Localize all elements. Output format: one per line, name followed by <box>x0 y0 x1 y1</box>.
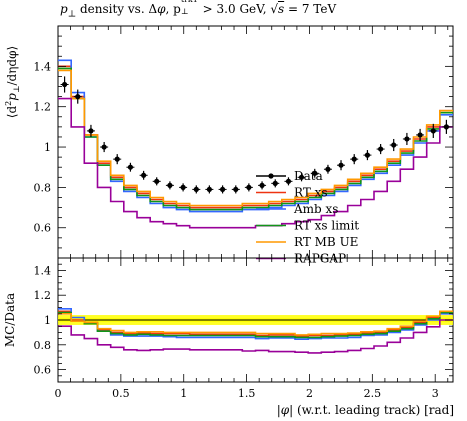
ylabel-post: /dηdφ⟩ <box>5 46 19 86</box>
data-point <box>101 144 107 150</box>
ylabel-sup: 2 <box>4 101 13 106</box>
title-text: density vs. Δ <box>76 2 158 16</box>
x-tick-label: 2 <box>306 387 313 400</box>
title-perp-sub: ⊥ <box>180 7 189 16</box>
legend-label: RT xs limit <box>294 219 359 233</box>
y-tick-label: 1 <box>44 314 51 327</box>
title-phi: φ <box>157 2 166 16</box>
data-point <box>114 156 120 162</box>
ratio-y-axis: 0.6 0.8 1 1.2 1.4 <box>34 257 453 383</box>
figure-title: p⊥ density vs. Δφ, ptrk1⊥ > 3.0 GeV, √s … <box>60 0 460 24</box>
data-point <box>233 186 239 193</box>
ratio-x-axis: 0 0.5 1 1.5 2 2.5 3 <box>55 258 449 400</box>
y-tick-label: 1.4 <box>34 60 52 73</box>
ratio-line-rapgap <box>58 319 453 354</box>
main-ylabel: ⟨d2p⊥/dηdφ⟩ <box>4 46 21 118</box>
data-point <box>364 152 371 158</box>
title-cut: > 3.0 GeV, <box>198 2 271 16</box>
legend-data-marker <box>268 173 274 179</box>
data-point <box>193 186 199 193</box>
data-point <box>259 182 265 188</box>
main-y-axis: 0.6 0.8 1 1.2 1.4 <box>34 25 453 259</box>
title-trk1-sup: trk1 <box>181 0 198 4</box>
main-line-rt-xs <box>58 65 453 209</box>
data-point <box>127 164 134 170</box>
x-tick-label: 0 <box>55 387 62 400</box>
ratio-line-rt-xs <box>58 310 453 337</box>
ratio-panel: 0.6 0.8 1 1.2 1.4 0 0.5 1 1.5 2 2.5 3 MC/Data |φ| … <box>3 257 454 417</box>
data-point <box>391 142 397 148</box>
title-p: p <box>60 2 68 16</box>
y-tick-label: 0.8 <box>34 339 52 352</box>
data-point <box>180 184 186 190</box>
xlabel-phi: φ <box>281 403 290 417</box>
ratio-line-rt-xs-limit <box>58 311 453 339</box>
y-tick-label: 1.2 <box>34 289 52 302</box>
title-energy: = 7 TeV <box>284 2 337 16</box>
data-point <box>404 136 410 142</box>
legend-label: RT MB UE <box>294 235 358 249</box>
ylabel-pre: ⟨d <box>5 106 19 119</box>
ratio-line-amb-xs <box>58 308 453 340</box>
y-tick-label: 1.4 <box>34 264 52 277</box>
legend-label: Data <box>294 169 323 183</box>
data-point <box>88 128 94 134</box>
y-tick-label: 1.2 <box>34 101 52 114</box>
data-point <box>378 146 384 152</box>
ratio-curves <box>58 308 453 354</box>
ratio-ylabel: MC/Data <box>3 293 17 347</box>
x-tick-label: 3 <box>432 387 439 400</box>
x-tick-label: 1 <box>180 387 187 400</box>
main-panel: 0.6 0.8 1 1.2 1.4 ⟨d2p⊥/dηdφ⟩ Data RT xs Amb x… <box>4 25 454 266</box>
data-point <box>351 156 357 162</box>
data-point <box>167 182 173 188</box>
x-tick-label: 2.5 <box>364 387 382 400</box>
y-tick-label: 0.6 <box>34 364 52 377</box>
data-point <box>443 124 449 130</box>
x-tick-label: 1.5 <box>238 387 256 400</box>
data-point <box>430 128 436 134</box>
data-point <box>75 94 81 100</box>
ylabel-sub: ⊥ <box>12 86 21 94</box>
ratio-xlabel: |φ| (w.r.t. leading track) [rad] <box>277 403 454 417</box>
main-line-amb-xs <box>58 59 453 213</box>
legend-label: RT xs <box>294 186 328 200</box>
ylabel-p: p <box>5 93 19 101</box>
data-point <box>298 174 305 180</box>
y-tick-label: 0.8 <box>34 181 52 194</box>
data-point <box>312 170 318 176</box>
data-point <box>141 172 147 178</box>
data-point <box>417 132 423 138</box>
xlabel-pre: | <box>277 403 281 417</box>
x-tick-label: 0.5 <box>112 387 130 400</box>
data-point <box>61 81 68 88</box>
main-x-ticks <box>57 26 449 258</box>
data-point <box>285 178 292 184</box>
data-point <box>325 166 331 172</box>
y-tick-label: 0.6 <box>34 222 52 235</box>
data-point <box>219 186 226 193</box>
main-line-rt-mb-ue <box>58 69 453 207</box>
title-p-sub: ⊥ <box>67 9 77 20</box>
ratio-band <box>58 315 453 325</box>
data-point <box>338 162 344 168</box>
data-point <box>154 178 160 184</box>
title-sqrt: √ <box>270 2 278 16</box>
data-point <box>272 180 278 186</box>
ratio-line-rt-mb-ue <box>58 310 453 336</box>
title-ptrk: , p <box>165 2 181 16</box>
data-point <box>206 186 212 193</box>
y-tick-label: 1 <box>44 141 51 154</box>
xlabel-post: | (w.r.t. leading track) [rad] <box>289 403 454 417</box>
legend-label: Amb xs <box>293 202 338 216</box>
main-data-points <box>60 76 451 194</box>
data-point <box>246 184 252 190</box>
title-s: s <box>277 2 285 16</box>
